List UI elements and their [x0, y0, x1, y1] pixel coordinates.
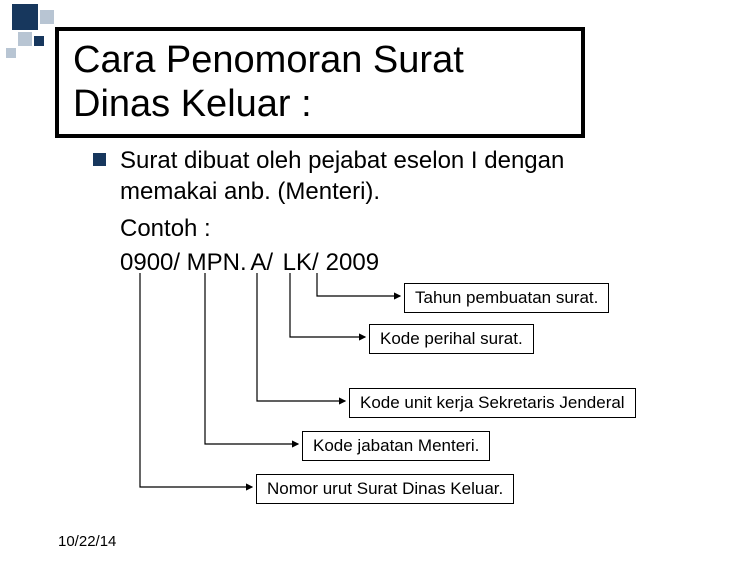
decor-square: [12, 4, 38, 30]
label-nomorurut: Nomor urut Surat Dinas Keluar.: [256, 474, 514, 504]
bullet-marker-icon: [93, 153, 106, 166]
example-label: Contoh :: [120, 215, 211, 243]
decor-square: [34, 36, 44, 46]
code-part-perihal: LK/: [276, 249, 319, 277]
code-part-unitkerja: A/: [245, 249, 273, 277]
code-part-nomorurut: 0900/: [120, 249, 180, 277]
decor-square: [6, 48, 16, 58]
decor-square: [40, 10, 54, 24]
label-jabatan: Kode jabatan Menteri.: [302, 431, 490, 461]
slide-title: Cara Penomoran Surat Dinas Keluar :: [73, 39, 567, 126]
footer-date: 10/22/14: [58, 533, 116, 550]
title-box: Cara Penomoran Surat Dinas Keluar :: [55, 27, 585, 138]
bullet-row: Surat dibuat oleh pejabat eselon I denga…: [93, 145, 613, 207]
code-part-tahun: 2009: [319, 249, 379, 277]
label-perihal: Kode perihal surat.: [369, 324, 534, 354]
decor-square: [18, 32, 32, 46]
bullet-text: Surat dibuat oleh pejabat eselon I denga…: [120, 145, 613, 207]
label-tahun: Tahun pembuatan surat.: [404, 283, 609, 313]
label-unitkerja: Kode unit kerja Sekretaris Jenderal: [349, 388, 636, 418]
code-part-jabatan: MPN.: [180, 249, 247, 277]
